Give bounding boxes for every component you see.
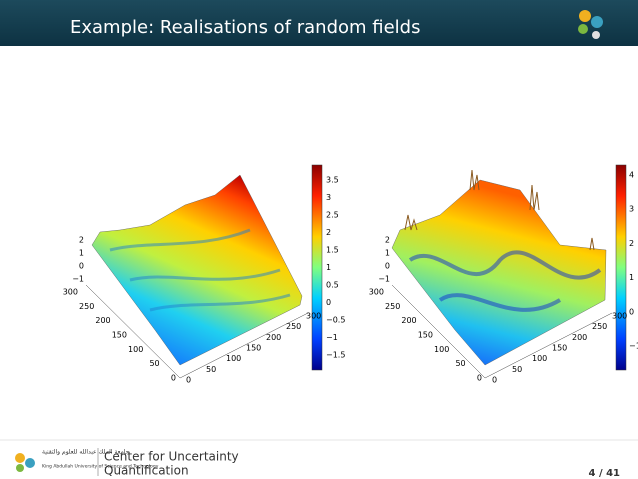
slide-title: Example: Realisations of random fields	[70, 17, 421, 38]
x-tick-label: 150	[246, 344, 261, 353]
figure-2-surface	[391, 169, 613, 379]
colorbar-tick-label: 1	[629, 273, 634, 282]
x-tick-label: 250	[592, 322, 607, 331]
y-tick-label: 0	[171, 374, 176, 383]
x-tick-label: 50	[512, 365, 522, 374]
z-tick-label: 2	[385, 236, 390, 245]
x-tick-label: 200	[266, 333, 281, 342]
z-tick-label: 0	[79, 262, 84, 271]
x-tick-label: 0	[492, 376, 497, 385]
colorbar-tick-label: 3.5	[326, 176, 339, 185]
x-tick-label: 0	[186, 376, 191, 385]
colorbar-tick-label: 1	[326, 263, 331, 272]
colorbar-tick-label: 4	[629, 171, 634, 180]
colorbar-tick-label: 0.5	[326, 281, 339, 290]
x-tick-label: 300	[612, 312, 627, 321]
z-tick-label: −1	[72, 275, 84, 284]
x-tick-label: 250	[286, 322, 301, 331]
colorbar-tick-label: −0.5	[326, 316, 345, 325]
z-tick-label: 0	[385, 262, 390, 271]
center-line-2: Quantification	[104, 464, 189, 478]
colorbar-tick-label: 0	[629, 307, 634, 316]
z-tick-label: 1	[79, 249, 84, 258]
x-tick-label: 100	[532, 354, 547, 363]
x-tick-label: 300	[306, 312, 321, 321]
colorbar-2	[615, 164, 627, 371]
y-tick-label: 300	[63, 288, 78, 297]
page-number: 4 / 41	[589, 468, 621, 479]
y-tick-label: 150	[418, 331, 433, 340]
header-logo	[578, 10, 603, 39]
header-bar	[0, 0, 638, 46]
colorbar-tick-label: 1.5	[326, 246, 339, 255]
z-tick-label: 1	[385, 249, 390, 258]
y-tick-label: 200	[401, 316, 416, 325]
y-tick-label: 100	[128, 345, 143, 354]
x-tick-label: 100	[226, 354, 241, 363]
figure-1-surface	[85, 174, 309, 379]
university-arabic: جامعة الملك عبدالله للعلوم والتقنية	[42, 449, 130, 456]
colorbar-tick-label: 2	[326, 228, 331, 237]
y-tick-label: 300	[369, 288, 384, 297]
colorbar-tick-label: −1.5	[326, 351, 345, 360]
colorbar-tick-label: 3	[629, 205, 634, 214]
y-tick-label: 50	[149, 359, 159, 368]
y-tick-label: 100	[434, 345, 449, 354]
y-tick-label: 250	[79, 302, 94, 311]
z-tick-label: −1	[378, 275, 390, 284]
z-tick-label: 2	[79, 236, 84, 245]
colorbar-tick-label: 0	[326, 298, 331, 307]
colorbar-tick-label: 2.5	[326, 211, 339, 220]
y-tick-label: 200	[95, 316, 110, 325]
colorbar-1	[311, 164, 323, 371]
y-tick-label: 250	[385, 302, 400, 311]
x-tick-label: 150	[552, 344, 567, 353]
footer-logo	[15, 453, 35, 472]
center-line-1: Center for Uncertainty	[104, 450, 239, 464]
y-tick-label: 150	[112, 331, 127, 340]
x-tick-label: 200	[572, 333, 587, 342]
y-tick-label: 0	[477, 374, 482, 383]
colorbar-tick-label: 3	[326, 193, 331, 202]
university-name: King Abdullah University of Science and …	[42, 464, 159, 470]
colorbar-tick-label: −1	[326, 333, 338, 342]
y-tick-label: 50	[455, 359, 465, 368]
x-tick-label: 50	[206, 365, 216, 374]
colorbar-tick-label: −1	[629, 342, 638, 351]
colorbar-tick-label: 2	[629, 239, 634, 248]
